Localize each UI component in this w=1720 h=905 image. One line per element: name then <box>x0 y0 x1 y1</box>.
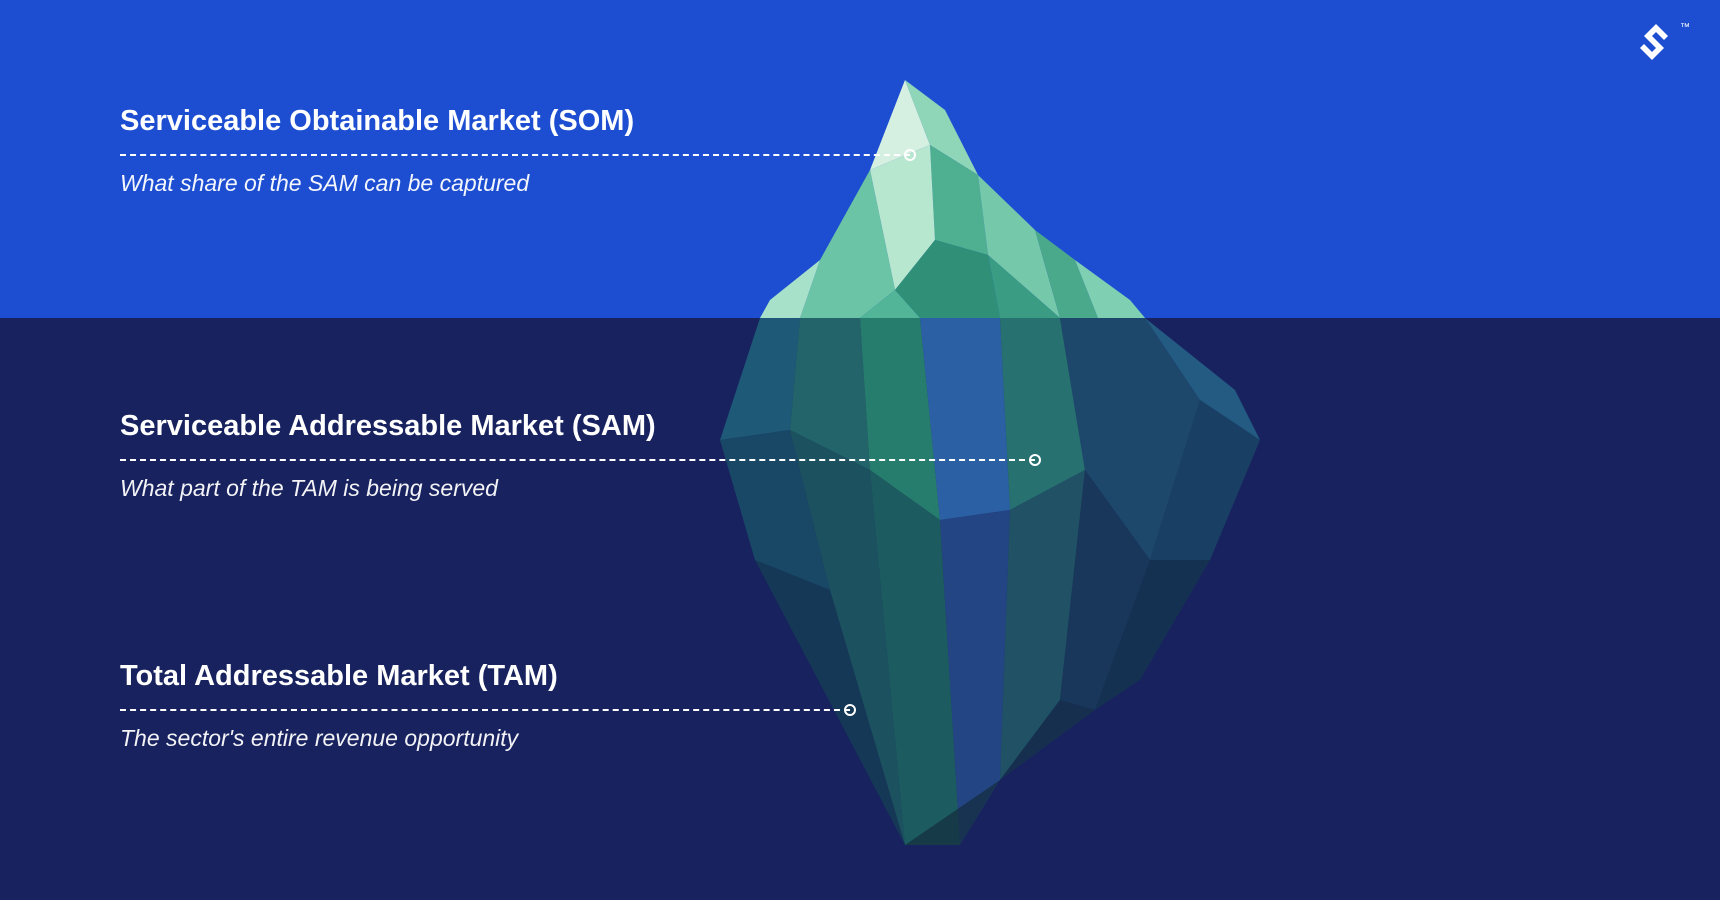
label-title-tam: Total Addressable Market (TAM) <box>0 660 1720 693</box>
label-subtitle-som: What share of the SAM can be captured <box>0 170 1720 197</box>
label-sam: Serviceable Addressable Market (SAM) What… <box>0 410 1720 502</box>
leader-dot-tam <box>844 704 856 716</box>
label-som: Serviceable Obtainable Market (SOM) What … <box>0 105 1720 197</box>
leader-tam <box>0 703 1720 717</box>
label-subtitle-tam: The sector's entire revenue opportunity <box>0 725 1720 752</box>
label-subtitle-sam: What part of the TAM is being served <box>0 475 1720 502</box>
label-title-sam: Serviceable Addressable Market (SAM) <box>0 410 1720 443</box>
leader-sam <box>0 453 1720 467</box>
leader-som <box>0 148 1720 162</box>
trademark-symbol: ™ <box>1680 22 1690 33</box>
market-iceberg-infographic: ™ Serviceable Obtainable Market (SOM) Wha… <box>0 0 1720 900</box>
label-tam: Total Addressable Market (TAM) The sector… <box>0 660 1720 752</box>
leader-dot-som <box>904 149 916 161</box>
leader-dot-sam <box>1029 454 1041 466</box>
label-title-som: Serviceable Obtainable Market (SOM) <box>0 105 1720 138</box>
toptal-logo: ™ <box>1638 22 1690 67</box>
